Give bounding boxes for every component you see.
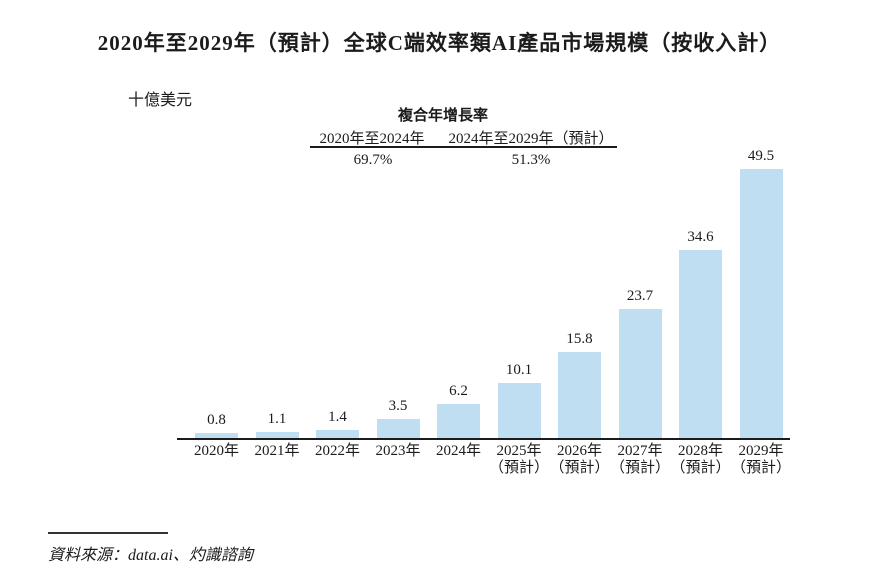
x-axis-label-note: （預計） <box>609 460 670 476</box>
x-axis-label-year: 2029年 <box>738 443 784 459</box>
bar-2023年 <box>376 419 420 438</box>
x-axis-label: 2026年 （預計） <box>538 443 622 477</box>
bar-value-label: 23.7 <box>626 288 654 304</box>
bar-2025年 <box>497 383 541 438</box>
x-axis-label: 2027年 （預計） <box>598 443 682 477</box>
bar-2021年 <box>255 432 299 438</box>
x-axis-label: 2028年 （預計） <box>659 443 743 477</box>
x-axis-label-year: 2024年 <box>435 443 481 459</box>
bar-value-label: 0.8 <box>207 412 226 428</box>
bar-value-label: 15.8 <box>566 331 593 347</box>
cagr-table-rule <box>310 146 617 148</box>
x-axis-label: 2025年 （預計） <box>477 443 561 477</box>
source-divider-rule <box>48 532 168 534</box>
bar-2027年 <box>618 309 662 438</box>
cagr-period-1-value: 69.7% <box>353 152 393 168</box>
x-axis-label-year: 2028年 <box>677 443 723 459</box>
bar-value-label: 1.4 <box>328 409 347 425</box>
x-axis-label-note: （預計） <box>670 460 731 476</box>
bar-2026年 <box>558 352 601 438</box>
bar-value-label: 34.6 <box>687 229 714 245</box>
x-axis-label-year: 2027年 <box>617 443 663 459</box>
cagr-period-1-label: 2020年至2024年 <box>319 131 425 147</box>
bar-value-label: 3.5 <box>388 398 408 414</box>
cagr-period-2-label: 2024年至2029年（預計） <box>448 131 614 147</box>
x-axis-label-note: （預計） <box>549 460 610 476</box>
bar-value-label: 6.2 <box>449 383 468 399</box>
cagr-period-2-value: 51.3% <box>511 152 551 168</box>
bar-value-label: 10.1 <box>505 362 533 378</box>
bar-2020年 <box>195 433 238 438</box>
x-axis-label: 2023年 <box>356 443 440 460</box>
bar-2028年 <box>679 250 722 438</box>
y-axis-unit-label: 十億美元 <box>128 92 193 109</box>
x-axis-label-year: 2021年 <box>254 443 300 459</box>
bar-2029年 <box>739 169 783 438</box>
source-note: 資料來源：data.ai、灼識諮詢 <box>48 547 253 564</box>
cagr-table-title: 複合年增長率 <box>397 108 488 124</box>
x-axis-label-note: （預計） <box>488 460 549 476</box>
x-axis-line <box>177 438 790 440</box>
x-axis-label-year: 2022年 <box>314 443 360 459</box>
x-axis-label: 2029年 （預計） <box>719 443 803 477</box>
x-axis-label: 2021年 <box>235 443 319 460</box>
x-axis-label: 2020年 <box>175 443 259 460</box>
bar-value-label: 49.5 <box>747 148 775 164</box>
x-axis-label-year: 2023年 <box>375 443 421 459</box>
x-axis-label-note: （預計） <box>730 460 791 476</box>
x-axis-label-year: 2020年 <box>193 443 239 459</box>
chart-title: 2020年至2029年（預計）全球C端效率類AI產品市場規模（按收入計） <box>97 31 782 55</box>
bar-2024年 <box>437 404 480 438</box>
x-axis-label-year: 2025年 <box>496 443 542 459</box>
x-axis-label: 2022年 <box>296 443 380 460</box>
x-axis-label-year: 2026年 <box>556 443 602 459</box>
x-axis-label: 2024年 <box>417 443 501 460</box>
bar-2022年 <box>316 430 359 438</box>
bar-value-label: 1.1 <box>267 411 287 427</box>
